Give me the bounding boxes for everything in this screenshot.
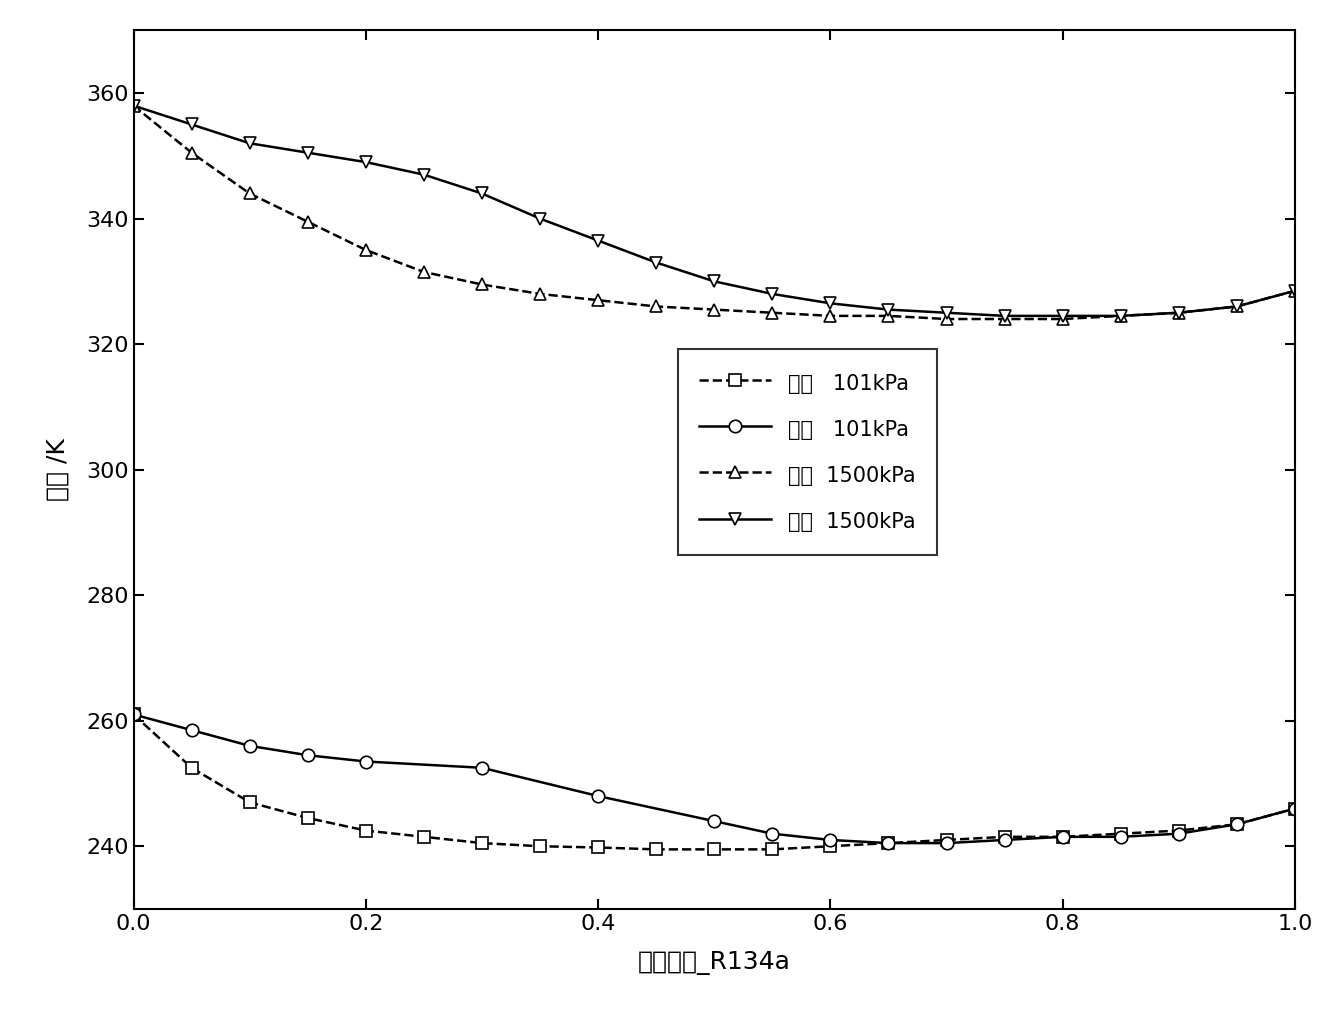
Y-axis label: 温度 /K: 温度 /K bbox=[45, 438, 69, 501]
Legend: 泡点   101kPa, 露点   101kPa, 泡点  1500kPa, 露点  1500kPa: 泡点 101kPa, 露点 101kPa, 泡点 1500kPa, 露点 150… bbox=[678, 349, 937, 554]
X-axis label: 摩尔分数_R134a: 摩尔分数_R134a bbox=[638, 950, 790, 975]
